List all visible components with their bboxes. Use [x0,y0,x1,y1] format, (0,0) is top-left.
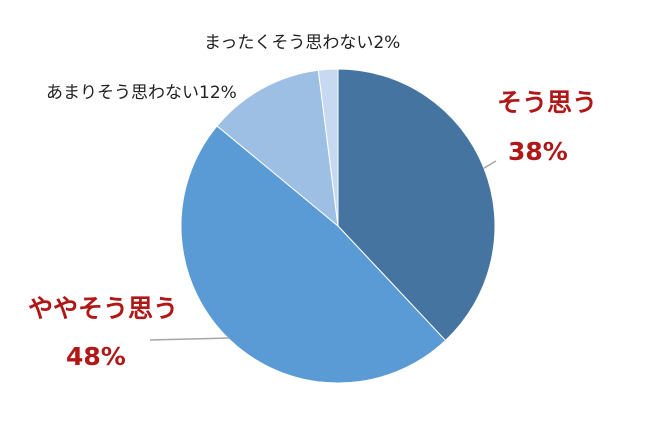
pie-slice-1 [180,125,447,384]
leader-line-yaya-sou-omou [149,337,231,341]
label-amari-sou-omowanai-percent: 12% [199,83,237,103]
label-mattaku-sou-omowanai-percent: 2% [373,33,401,53]
label-yaya-sou-omou-name: ややそう思う [28,294,179,323]
pie-slice-2 [216,69,339,228]
label-sou-omou-value: 38% [508,139,568,164]
label-amari-sou-omowanai: あまりそう思わない12% [46,85,237,102]
label-sou-omou-percent: 38% [508,137,568,166]
label-yaya-sou-omou-value: 48% [66,344,126,369]
label-sou-omou: そう思う [497,90,597,115]
label-sou-omou-name: そう思う [497,88,598,117]
pie-slice-0 [337,68,496,342]
label-amari-sou-omowanai-name: あまりそう思わない [46,83,199,103]
pie-slice-3 [317,68,339,227]
label-mattaku-sou-omowanai: まったくそう思わない2% [204,35,400,52]
label-mattaku-sou-omowanai-name: まったくそう思わない [204,33,374,53]
label-yaya-sou-omou-percent: 48% [66,342,126,371]
leader-line-sou-omou [483,160,497,169]
label-yaya-sou-omou: ややそう思う [28,296,178,321]
